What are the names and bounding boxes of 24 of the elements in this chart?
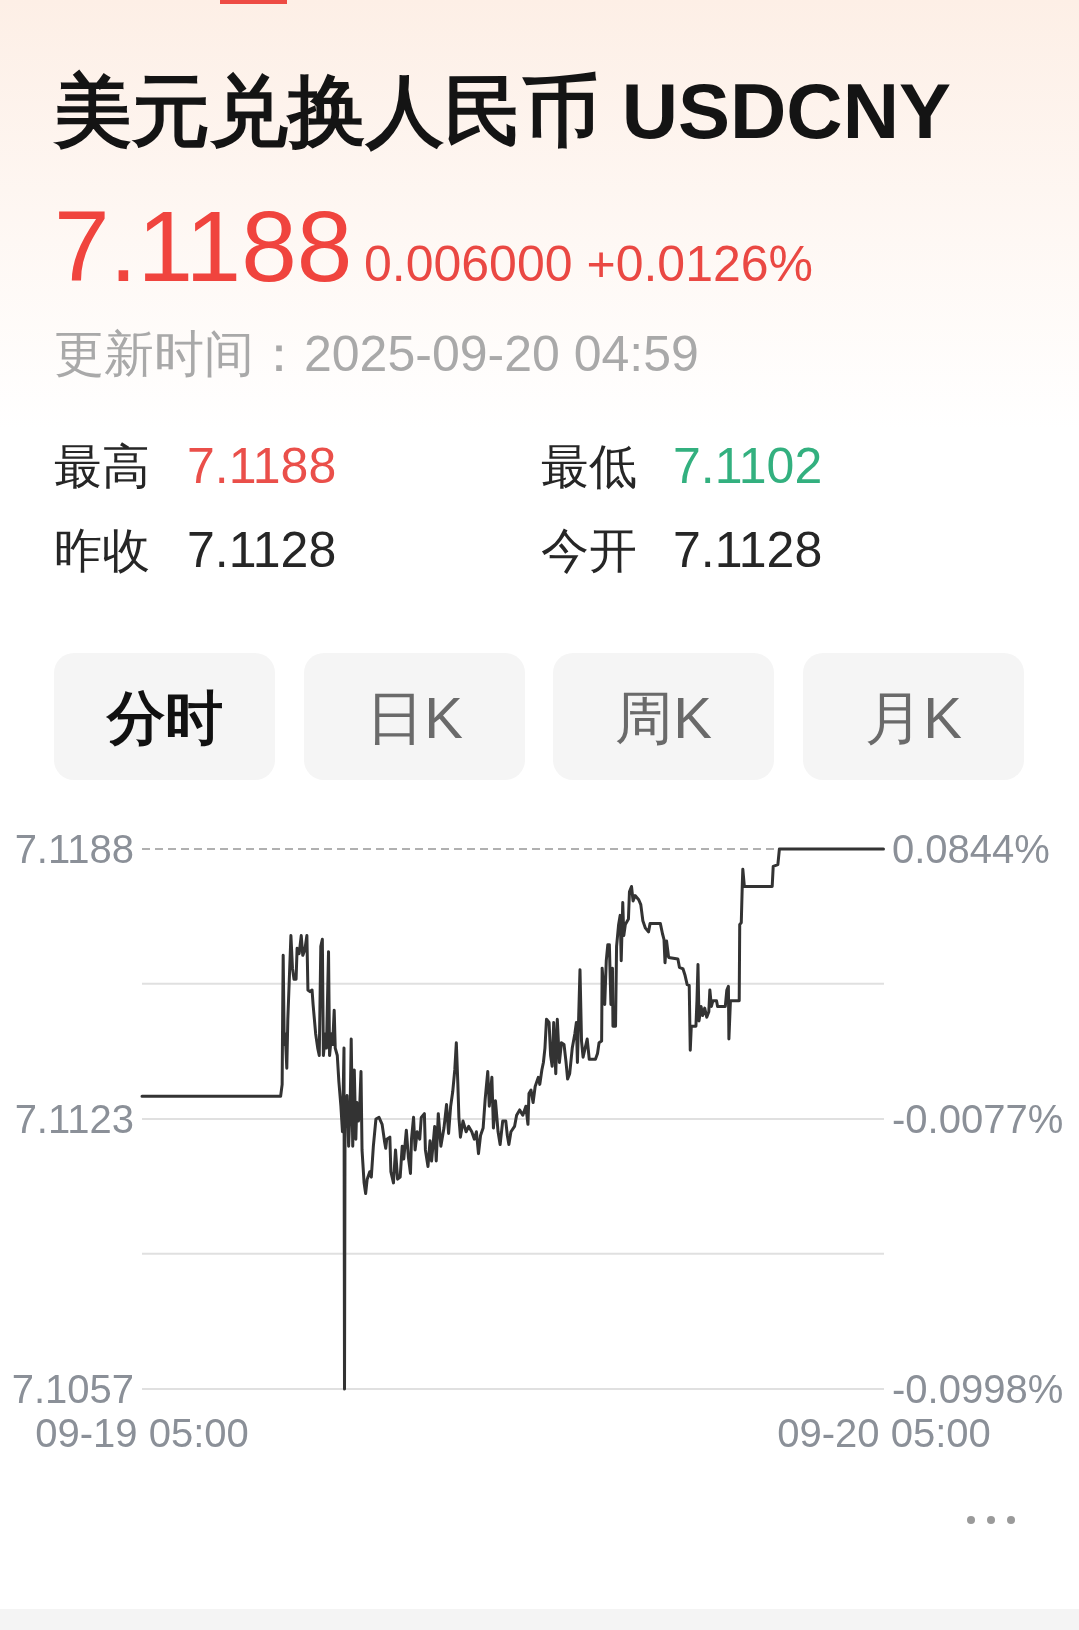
- chart-title: 美元兑换人民币 USDCNY: [52, 67, 952, 155]
- y2-tick-label: -0.0077%: [892, 1097, 1064, 1141]
- x-tick-label: 09-19 05:00: [35, 1411, 249, 1455]
- line-series: [140, 847, 885, 1391]
- text: 分时: [104, 684, 223, 750]
- text: 最低: [541, 440, 637, 493]
- y2-tick-label: -0.0998%: [892, 1367, 1064, 1411]
- text: 7.1188: [187, 438, 337, 494]
- text: 周K: [615, 684, 713, 750]
- text: 7.1128: [187, 522, 337, 578]
- text: 更新时间：2025-09-20 04:59: [54, 326, 699, 382]
- text: 0.006000 +0.0126%: [364, 236, 814, 292]
- text: 日K: [366, 684, 464, 750]
- text: 今开: [541, 524, 637, 577]
- y-tick-label: 7.1057: [11, 1367, 134, 1411]
- text: 月K: [865, 684, 963, 750]
- text: 最高: [54, 440, 150, 493]
- y-tick-label: 7.1123: [14, 1097, 134, 1141]
- x-tick-label: 09-20 05:00: [777, 1411, 991, 1455]
- text: 7.1128: [673, 522, 823, 578]
- y2-tick-label: 0.0844%: [892, 827, 1050, 871]
- text: 昨收: [54, 524, 150, 577]
- text: 7.1102: [673, 438, 823, 494]
- y-tick-label: 7.1188: [14, 827, 134, 871]
